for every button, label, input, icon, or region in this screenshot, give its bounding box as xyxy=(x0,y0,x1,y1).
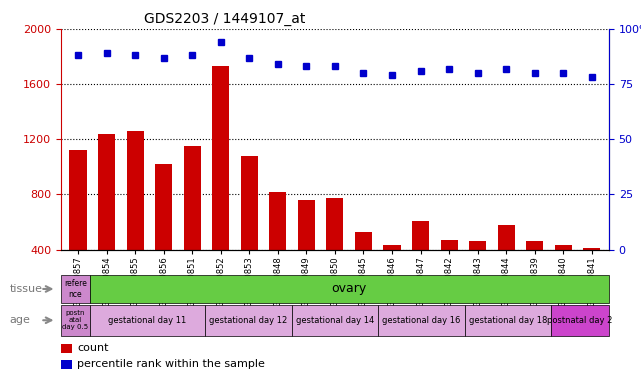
Text: gestational day 16: gestational day 16 xyxy=(382,316,461,325)
Bar xyxy=(326,198,344,250)
Bar xyxy=(551,305,609,336)
Bar xyxy=(241,156,258,250)
Text: tissue: tissue xyxy=(10,284,42,294)
Bar xyxy=(69,150,87,250)
Text: gestational day 18: gestational day 18 xyxy=(469,316,547,325)
Text: postn
atal
day 0.5: postn atal day 0.5 xyxy=(62,310,88,330)
Bar xyxy=(183,146,201,250)
Bar xyxy=(61,305,90,336)
Bar xyxy=(155,164,172,250)
Bar xyxy=(126,131,144,250)
Bar xyxy=(378,305,465,336)
Text: postnatal day 2: postnatal day 2 xyxy=(547,316,613,325)
Text: gestational day 12: gestational day 12 xyxy=(209,316,288,325)
Bar xyxy=(412,221,429,250)
Bar xyxy=(269,192,287,250)
Text: refere
nce: refere nce xyxy=(64,279,87,299)
Bar xyxy=(383,245,401,250)
Bar xyxy=(469,241,487,250)
Text: ovary: ovary xyxy=(332,283,367,295)
Text: GDS2203 / 1449107_at: GDS2203 / 1449107_at xyxy=(144,12,305,25)
Bar xyxy=(98,134,115,250)
Bar xyxy=(298,200,315,250)
Bar xyxy=(90,305,205,336)
Bar xyxy=(212,66,229,250)
Bar xyxy=(497,225,515,250)
Bar xyxy=(61,275,90,303)
Bar xyxy=(465,305,551,336)
Bar xyxy=(440,240,458,250)
Text: age: age xyxy=(10,315,31,325)
Bar xyxy=(554,245,572,250)
Bar xyxy=(292,305,378,336)
Text: count: count xyxy=(77,343,108,353)
Text: gestational day 14: gestational day 14 xyxy=(296,316,374,325)
Text: percentile rank within the sample: percentile rank within the sample xyxy=(77,359,265,369)
Bar xyxy=(583,248,601,250)
Bar xyxy=(205,305,292,336)
Bar xyxy=(355,232,372,250)
Text: gestational day 11: gestational day 11 xyxy=(108,316,187,325)
Bar xyxy=(526,241,544,250)
